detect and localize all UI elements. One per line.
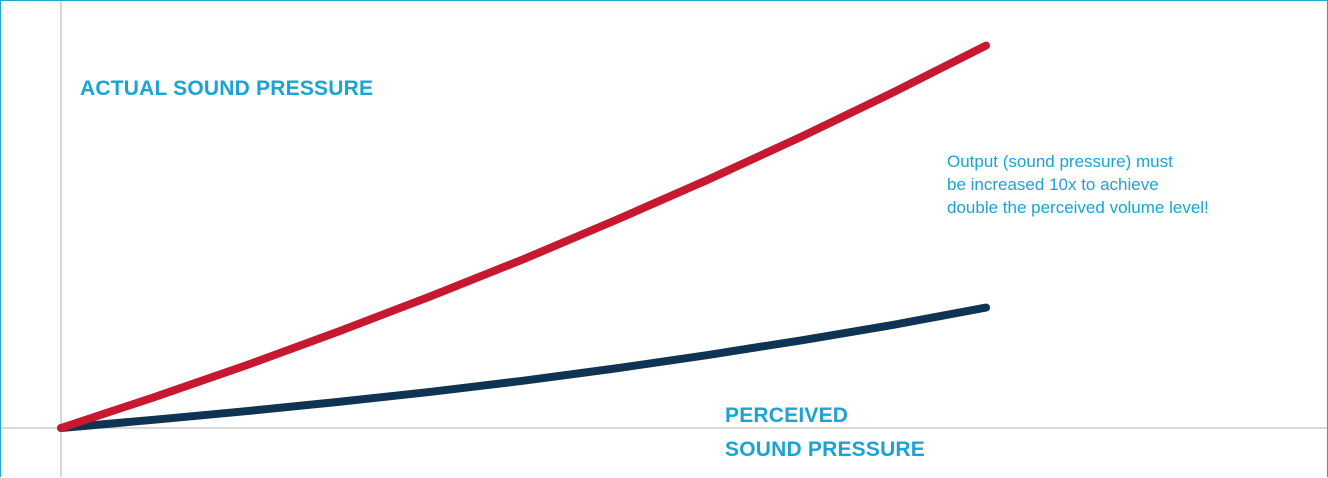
- perceived-sound-pressure-label: PERCEIVED SOUND PRESSURE: [725, 399, 925, 467]
- actual-sound-pressure-label: ACTUAL SOUND PRESSURE: [80, 77, 374, 100]
- annotation-line-2: be increased 10x to achieve: [947, 175, 1159, 194]
- annotation-line-1: Output (sound pressure) must: [947, 152, 1173, 171]
- annotation-line-3: double the perceived volume level!: [947, 198, 1209, 217]
- perceived-label-line-2: SOUND PRESSURE: [725, 438, 926, 461]
- annotation-note: Output (sound pressure) must be increase…: [947, 150, 1209, 219]
- perceived-label-line-1: PERCEIVED: [725, 404, 849, 427]
- actual-sound-pressure-line: [57, 41, 990, 432]
- perceived-sound-pressure-line: [57, 303, 990, 432]
